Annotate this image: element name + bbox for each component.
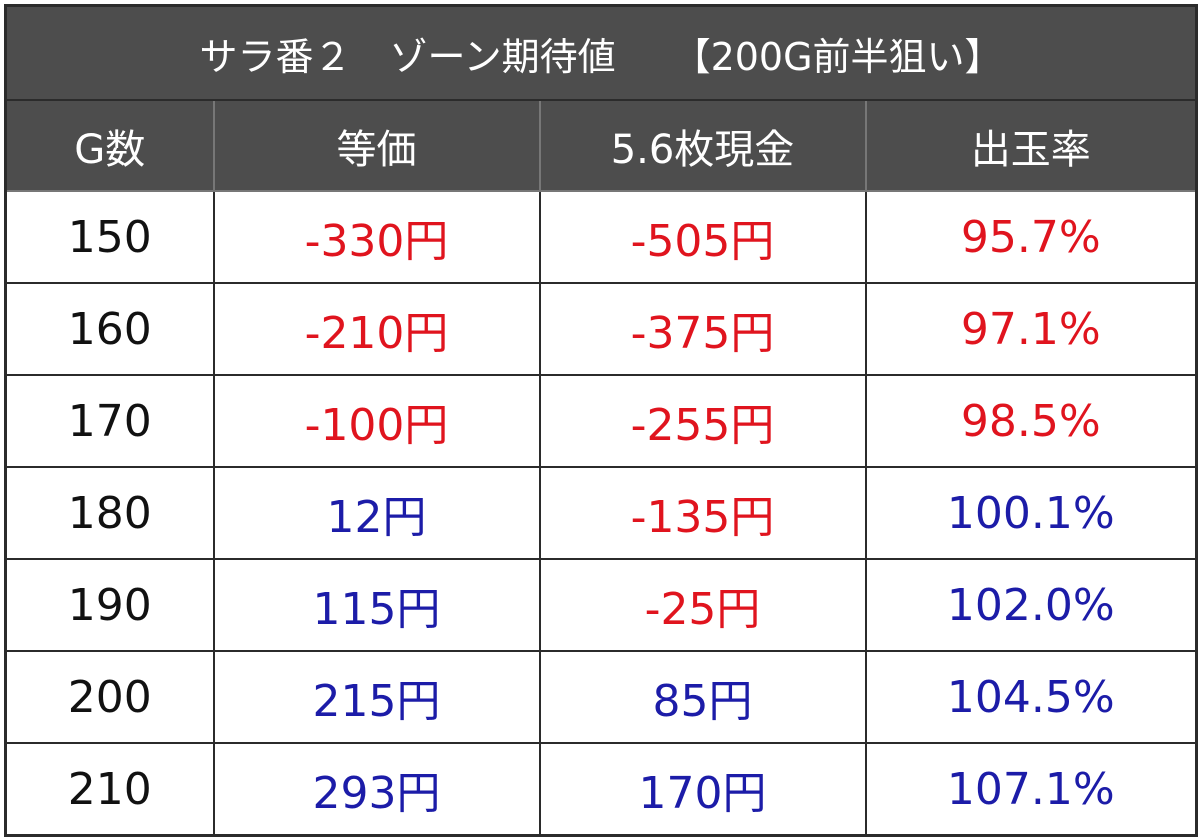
header-row: G数 等価 5.6枚現金 出玉率 — [4, 99, 1198, 192]
column-header: G数 — [4, 99, 215, 192]
table-row: 210 293円 170円 107.1% — [4, 742, 1198, 837]
column-header: 等価 — [212, 99, 541, 192]
table-cell: -505円 — [538, 190, 867, 284]
table-cell: 160 — [4, 282, 215, 376]
table-cell: 85円 — [538, 650, 867, 744]
table-row: 200 215円 85円 104.5% — [4, 650, 1198, 744]
table-row: 180 12円 -135円 100.1% — [4, 466, 1198, 560]
table-cell: 210 — [4, 742, 215, 837]
expectation-table: サラ番２ ゾーン期待値 【200G前半狙い】 G数 等価 5.6枚現金 出玉率 150… — [4, 4, 1199, 837]
table-cell: -255円 — [538, 374, 867, 468]
table-cell: 170円 — [538, 742, 867, 837]
table-row: 160 -210円 -375円 97.1% — [4, 282, 1198, 376]
table-cell: 98.5% — [864, 374, 1198, 468]
table-row: 150 -330円 -505円 95.7% — [4, 190, 1198, 284]
table-cell: -210円 — [212, 282, 541, 376]
table-cell: 12円 — [212, 466, 541, 560]
table-cell: 293円 — [212, 742, 541, 837]
table-cell: 180 — [4, 466, 215, 560]
table-cell: 215円 — [212, 650, 541, 744]
column-header: 出玉率 — [864, 99, 1198, 192]
table-cell: 200 — [4, 650, 215, 744]
table-title: サラ番２ ゾーン期待値 【200G前半狙い】 — [4, 4, 1198, 101]
table-cell: 150 — [4, 190, 215, 284]
table-cell: 100.1% — [864, 466, 1198, 560]
table-body: 150 -330円 -505円 95.7% 160 -210円 -375円 97.1% 170-… — [4, 190, 1198, 837]
table-cell: -135円 — [538, 466, 867, 560]
table-cell: 115円 — [212, 558, 541, 652]
table-row: 190 115円 -25円 102.0% — [4, 558, 1198, 652]
table-cell: 104.5% — [864, 650, 1198, 744]
table-cell: 97.1% — [864, 282, 1198, 376]
table-cell: 170 — [4, 374, 215, 468]
table-cell: -100円 — [212, 374, 541, 468]
table-cell: 95.7% — [864, 190, 1198, 284]
table-cell: -375円 — [538, 282, 867, 376]
table-cell: 190 — [4, 558, 215, 652]
table-cell: 102.0% — [864, 558, 1198, 652]
table-row: 170 -100円 -255円 98.5% — [4, 374, 1198, 468]
table-cell: 107.1% — [864, 742, 1198, 837]
table-cell: -330円 — [212, 190, 541, 284]
table-cell: -25円 — [538, 558, 867, 652]
column-header: 5.6枚現金 — [538, 99, 867, 192]
